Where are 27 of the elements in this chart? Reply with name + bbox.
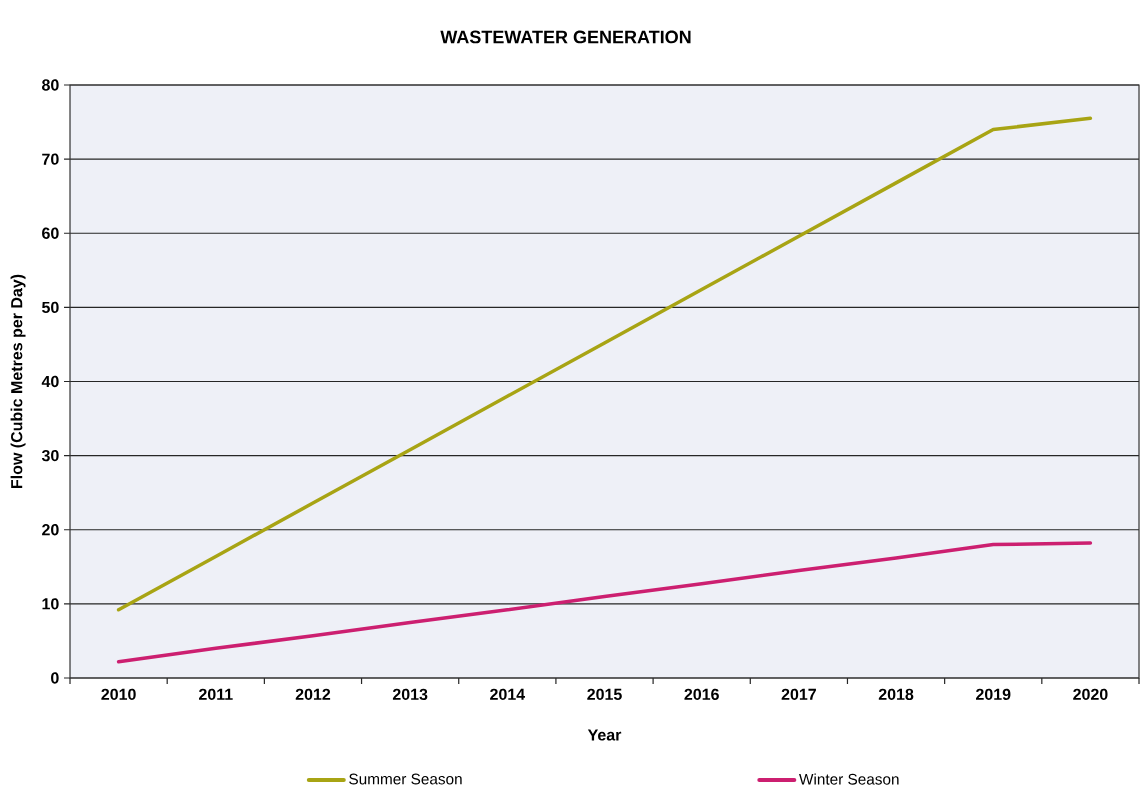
x-tick-label: 2015 bbox=[587, 688, 622, 701]
legend-label: Summer Season bbox=[349, 773, 462, 785]
line-series bbox=[116, 116, 1093, 612]
y-tick-label: 70 bbox=[42, 153, 59, 165]
chart-title: WASTEWATER GENERATION bbox=[440, 30, 691, 44]
x-tick-label: 2019 bbox=[976, 688, 1011, 701]
y-tick-label: 60 bbox=[42, 227, 59, 239]
x-tick-label: 2014 bbox=[490, 688, 526, 701]
x-tick-label: 2013 bbox=[392, 688, 428, 701]
x-tick-label: 2018 bbox=[878, 688, 914, 701]
y-tick-label: 0 bbox=[51, 672, 59, 684]
x-tick-label: 2020 bbox=[1073, 688, 1108, 701]
y-tick-label: 80 bbox=[42, 79, 59, 91]
x-axis-title: Year bbox=[587, 729, 622, 741]
x-tick-label: 2011 bbox=[198, 688, 233, 701]
y-tick-label: 50 bbox=[42, 301, 59, 314]
x-tick-label: 2017 bbox=[781, 688, 816, 701]
y-tick-label: 40 bbox=[41, 375, 59, 388]
y-axis-title: Flow (Cubic Metres per Day) bbox=[10, 274, 26, 488]
y-tick-label: 30 bbox=[41, 449, 59, 462]
x-tick-label: 2010 bbox=[101, 688, 136, 701]
y-tick-label: 10 bbox=[42, 598, 59, 610]
line-series bbox=[116, 541, 1093, 664]
x-tick-label: 2016 bbox=[684, 688, 719, 701]
y-tick-label: 20 bbox=[42, 524, 59, 536]
legend-label: Winter Season bbox=[799, 773, 899, 785]
x-tick-label: 2012 bbox=[295, 688, 331, 701]
